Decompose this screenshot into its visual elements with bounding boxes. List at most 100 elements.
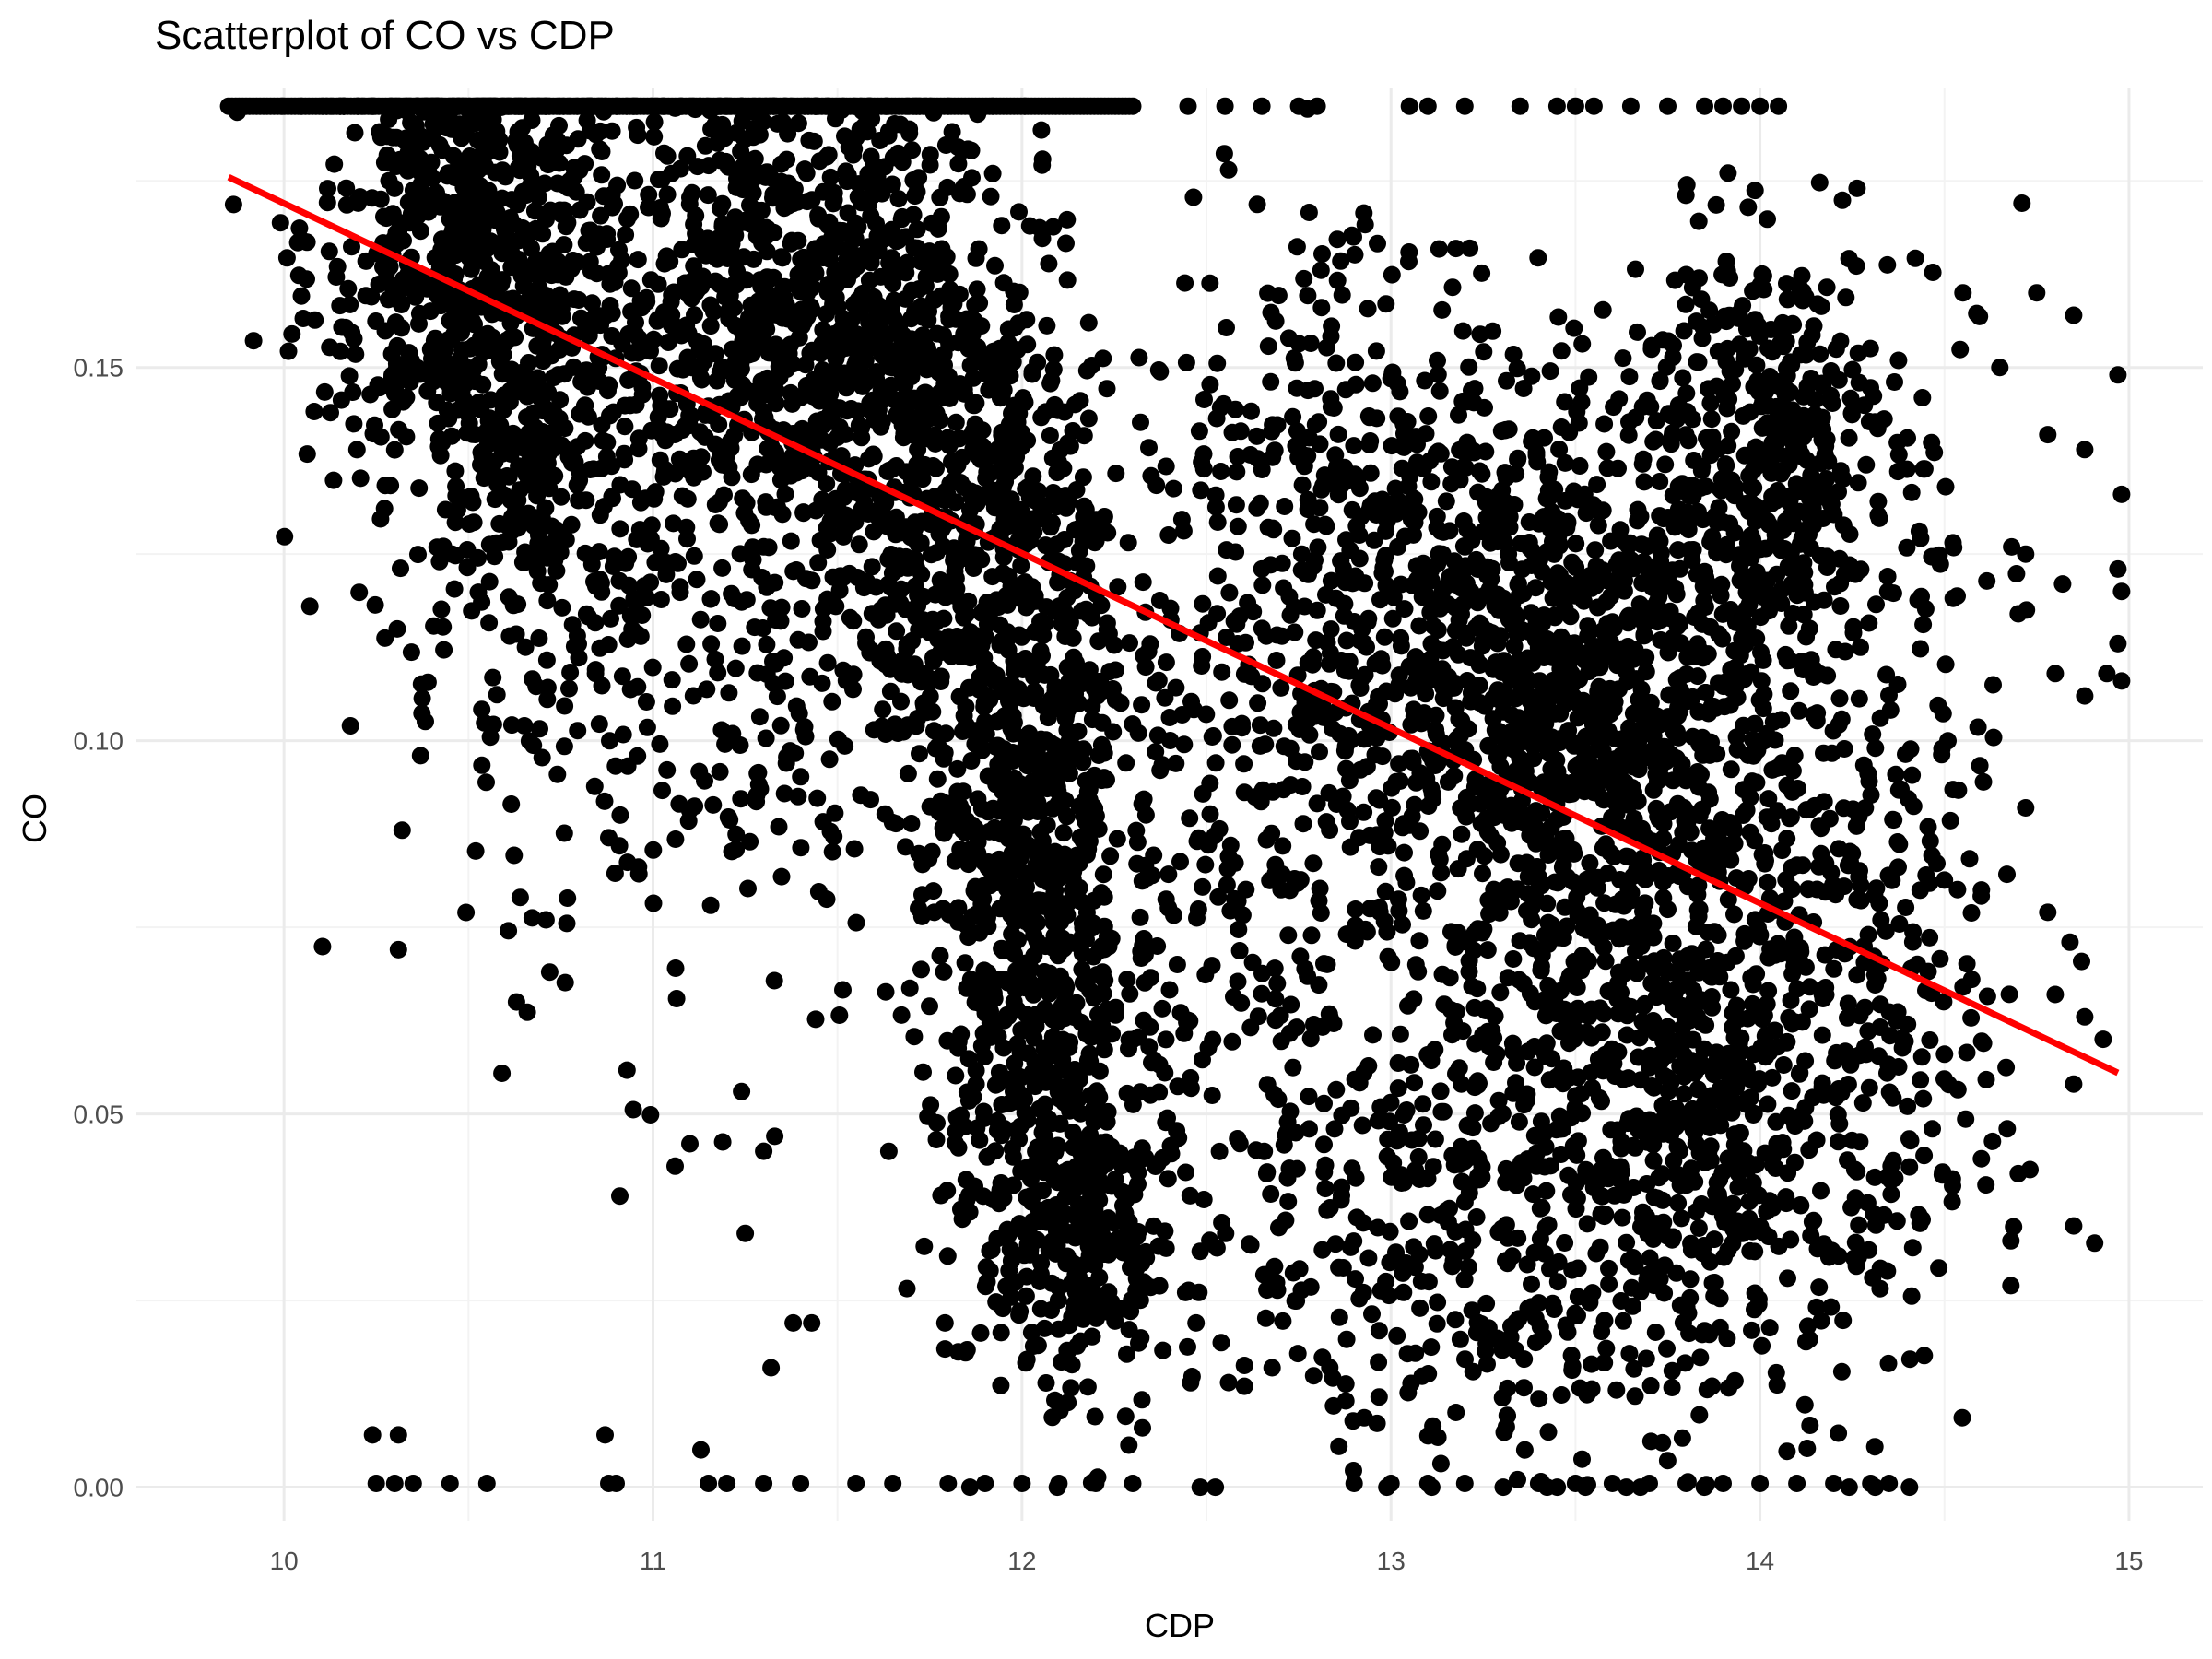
data-point [907,607,925,626]
data-point [637,288,655,307]
data-point [1227,543,1245,561]
data-point [1121,634,1138,653]
data-point [501,491,520,510]
data-point [803,191,821,209]
data-point [1378,923,1396,941]
data-point [1058,588,1077,606]
data-point [986,1142,1005,1160]
data-point [388,619,406,638]
data-point [1051,441,1069,459]
data-point [345,415,363,433]
data-point [1284,1058,1302,1077]
data-point [1451,441,1469,459]
data-point [997,491,1016,510]
data-point [429,438,448,455]
data-point [968,546,986,564]
data-point [915,1237,934,1255]
data-point [1054,824,1073,842]
data-point [622,279,641,298]
data-point [1635,473,1653,491]
data-point [1251,716,1269,735]
data-point [1093,713,1112,732]
data-point [951,796,969,815]
data-point [505,425,524,443]
data-point [902,815,921,832]
data-point [409,546,427,564]
data-point [1131,908,1149,926]
data-point [603,327,621,345]
data-point [1377,295,1395,313]
data-point [1094,865,1112,884]
data-point [1759,873,1777,891]
data-point [949,1138,968,1157]
data-point [898,1279,916,1298]
data-point [432,600,451,618]
data-point [456,375,475,393]
data-point [802,251,820,269]
data-point [445,324,464,343]
data-point [1263,1359,1281,1377]
data-point [1074,753,1092,771]
data-point [711,276,729,294]
data-point [959,1050,978,1068]
data-point [371,379,389,397]
data-point [959,855,978,874]
data-point [926,488,945,506]
data-point [547,561,566,580]
data-point [965,396,983,415]
data-point [830,582,849,599]
data-point [957,698,975,716]
data-point [328,257,347,276]
data-point [814,321,832,339]
data-point [889,144,907,162]
data-point [980,980,998,998]
data-point [971,294,989,312]
data-point [1048,1236,1066,1254]
data-point [1397,874,1416,891]
data-point [971,1131,989,1149]
data-point [411,222,429,241]
data-point [1174,522,1193,540]
data-point [457,394,476,412]
data-point [449,158,467,176]
data-point [1159,1170,1177,1188]
data-point [393,319,411,337]
data-point [616,396,634,415]
data-point [1077,500,1095,519]
data-point [1121,984,1139,1003]
data-point [1055,1093,1073,1112]
data-point [654,303,673,322]
data-point [480,614,499,632]
data-point [850,535,868,554]
data-point [1041,374,1060,393]
data-point [890,524,909,542]
data-point [1129,724,1147,742]
data-point [930,363,948,382]
data-point [805,132,823,150]
data-point [380,111,398,128]
data-point [530,629,548,647]
data-point [1105,1307,1124,1325]
data-point [700,157,718,175]
data-point [476,713,494,732]
data-point [947,1066,965,1085]
data-point [712,443,730,462]
data-point [446,265,465,283]
data-point [1049,1291,1067,1310]
data-point [1225,988,1242,1006]
data-point [1470,462,1488,480]
data-point [277,249,296,267]
data-point [563,616,582,634]
data-point [972,604,991,622]
data-point [652,591,670,608]
data-point [631,493,650,512]
data-point [1034,975,1053,994]
data-point [877,982,895,1001]
data-point [1149,671,1168,689]
data-point [1573,335,1592,353]
data-point [825,191,843,209]
data-point [1406,1074,1424,1092]
data-point [798,284,817,302]
data-point [959,140,977,159]
